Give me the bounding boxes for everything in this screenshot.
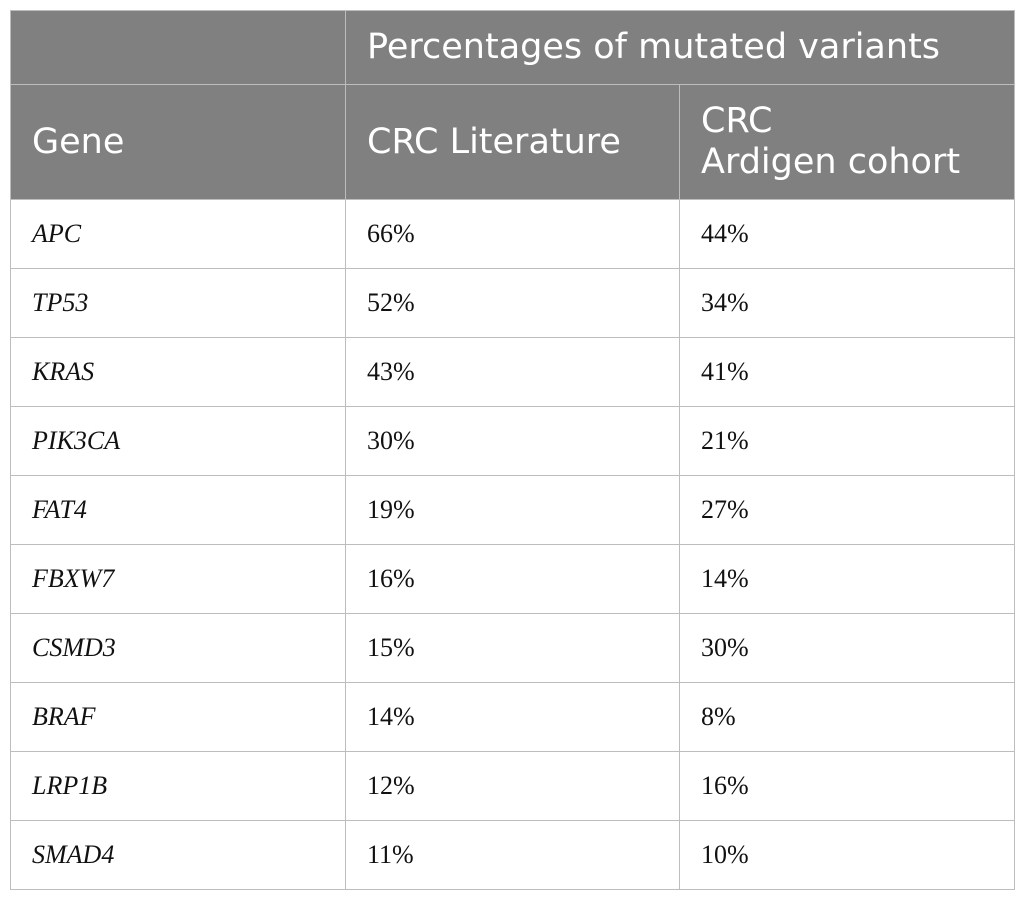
mutation-frequency-table: Percentages of mutated variants Gene CRC… — [10, 10, 1015, 890]
literature-cell: 19% — [345, 475, 680, 545]
table-row: BRAF 14% 8% — [10, 682, 1015, 752]
gene-cell: APC — [10, 199, 346, 269]
gene-cell: CSMD3 — [10, 613, 346, 683]
gene-cell: KRAS — [10, 337, 346, 407]
cohort-cell: 44% — [679, 199, 1015, 269]
cohort-cell: 27% — [679, 475, 1015, 545]
table-row: KRAS 43% 41% — [10, 337, 1015, 407]
column-header-cohort: CRC Ardigen cohort — [679, 84, 1015, 200]
gene-cell: BRAF — [10, 682, 346, 752]
table-row: APC 66% 44% — [10, 199, 1015, 269]
literature-cell: 15% — [345, 613, 680, 683]
table-row: PIK3CA 30% 21% — [10, 406, 1015, 476]
cohort-cell: 30% — [679, 613, 1015, 683]
column-header-cohort-line1: CRC — [701, 101, 773, 141]
literature-cell: 16% — [345, 544, 680, 614]
table-header: Percentages of mutated variants Gene CRC… — [10, 10, 1015, 200]
group-header: Percentages of mutated variants — [345, 10, 1015, 85]
cohort-cell: 8% — [679, 682, 1015, 752]
table-row: TP53 52% 34% — [10, 268, 1015, 338]
gene-cell: LRP1B — [10, 751, 346, 821]
header-group-row: Percentages of mutated variants — [10, 10, 1015, 85]
table-row: CSMD3 15% 30% — [10, 613, 1015, 683]
gene-cell: FAT4 — [10, 475, 346, 545]
gene-cell: TP53 — [10, 268, 346, 338]
literature-cell: 12% — [345, 751, 680, 821]
literature-cell: 14% — [345, 682, 680, 752]
cohort-cell: 14% — [679, 544, 1015, 614]
table-row: FBXW7 16% 14% — [10, 544, 1015, 614]
literature-cell: 11% — [345, 820, 680, 890]
column-header-gene: Gene — [10, 84, 346, 200]
cohort-cell: 10% — [679, 820, 1015, 890]
literature-cell: 30% — [345, 406, 680, 476]
cohort-cell: 34% — [679, 268, 1015, 338]
literature-cell: 43% — [345, 337, 680, 407]
table-body: APC 66% 44% TP53 52% 34% KRAS 43% 41% PI… — [10, 199, 1015, 890]
table-row: SMAD4 11% 10% — [10, 820, 1015, 890]
header-corner-cell — [10, 10, 346, 85]
cohort-cell: 16% — [679, 751, 1015, 821]
literature-cell: 66% — [345, 199, 680, 269]
column-header-cohort-line2: Ardigen cohort — [701, 142, 961, 182]
literature-cell: 52% — [345, 268, 680, 338]
column-header-literature: CRC Literature — [345, 84, 680, 200]
gene-cell: FBXW7 — [10, 544, 346, 614]
table-row: LRP1B 12% 16% — [10, 751, 1015, 821]
table-row: FAT4 19% 27% — [10, 475, 1015, 545]
cohort-cell: 21% — [679, 406, 1015, 476]
gene-cell: SMAD4 — [10, 820, 346, 890]
cohort-cell: 41% — [679, 337, 1015, 407]
gene-cell: PIK3CA — [10, 406, 346, 476]
header-columns-row: Gene CRC Literature CRC Ardigen cohort — [10, 84, 1015, 200]
